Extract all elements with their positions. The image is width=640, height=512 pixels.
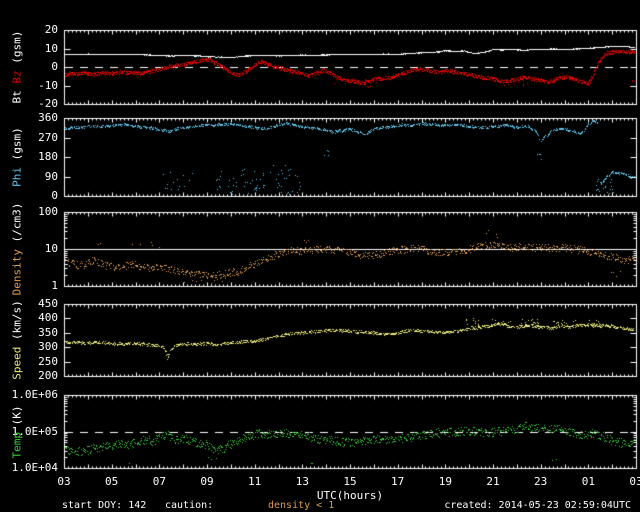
y-tick-label-bt-bz: 20 <box>44 23 58 36</box>
y-tick-label-bt-bz: 0 <box>51 60 58 73</box>
y-tick-label-bt-bz: 10 <box>44 41 58 55</box>
y-tick-label-speed: 300 <box>38 340 58 354</box>
x-tick-label: 01 <box>581 475 595 488</box>
y-tick-label-bt-bz: -20 <box>38 97 58 110</box>
y-tick-label-temp: 1.0E+05 <box>11 424 58 438</box>
y-tick-label-speed: 200 <box>38 369 58 382</box>
x-tick-label: 17 <box>391 475 405 488</box>
y-tick-label-bt-bz: -10 <box>38 78 58 92</box>
x-tick-label: 09 <box>200 475 214 488</box>
y-tick-label-phi: 90 <box>44 169 58 183</box>
x-tick-label: 13 <box>295 475 309 488</box>
y-tick-label-speed: 400 <box>38 311 58 325</box>
x-tick-label: 15 <box>343 475 357 488</box>
y-tick-label-speed: 250 <box>38 354 58 368</box>
footer-created-timestamp: created: 2014-05-23 02:59:04UTC <box>444 500 631 511</box>
y-tick-label-phi: 360 <box>38 111 58 124</box>
y-tick-label-speed: 450 <box>38 297 58 310</box>
y-tick-label-density: 10 <box>44 242 58 255</box>
y-tick-label-phi: 0 <box>51 189 58 202</box>
x-tick-label: 07 <box>152 475 166 488</box>
x-tick-label: 19 <box>438 475 452 488</box>
y-tick-label-speed: 350 <box>38 325 58 339</box>
y-tick-label-density: 1 <box>51 279 58 292</box>
footer-start-doy: start DOY: 142 <box>62 500 147 511</box>
y-tick-label-temp: 1.0E+04 <box>11 461 58 474</box>
y-tick-label-temp: 1.0E+06 <box>11 388 58 401</box>
y-tick-label-phi: 180 <box>38 150 58 163</box>
x-tick-label: 21 <box>486 475 500 488</box>
footer-density-caution-flag: density < 1 <box>268 500 335 511</box>
x-tick-label: 11 <box>248 475 262 488</box>
x-axis-title: UTC(hours) <box>316 489 384 502</box>
y-tick-label-density: 100 <box>38 205 58 218</box>
x-tick-label: 03 <box>629 475 640 488</box>
x-tick-label: 03 <box>57 475 71 488</box>
footer-caution-label: caution: <box>165 500 214 511</box>
y-tick-label-phi: 270 <box>38 130 58 144</box>
x-tick-label: 23 <box>534 475 548 488</box>
x-tick-label: 05 <box>105 475 119 488</box>
